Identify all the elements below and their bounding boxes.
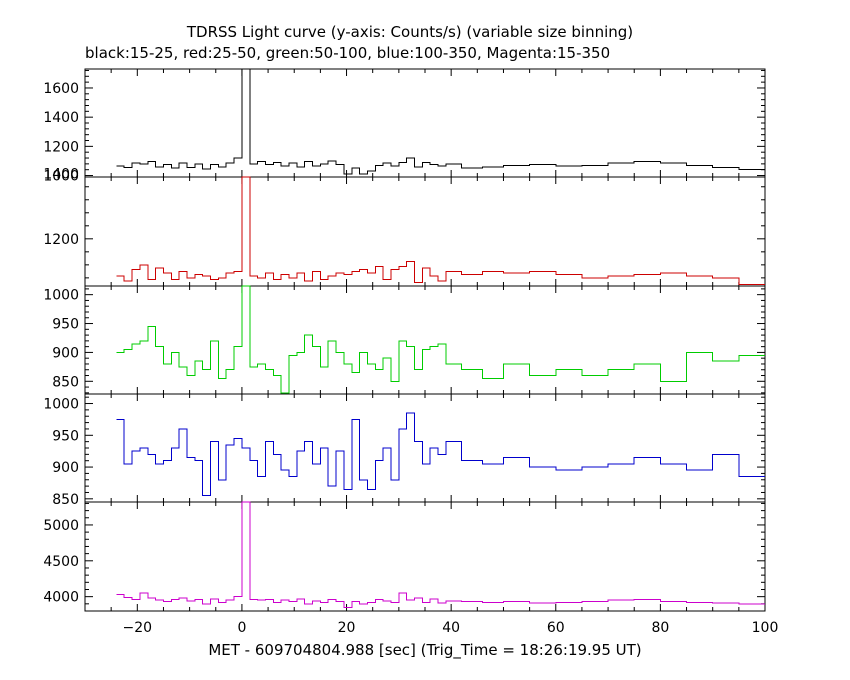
- panel-1: 1000 1200 1400 1600: [43, 68, 766, 185]
- series-curve: [116, 68, 765, 175]
- series-curve: [116, 285, 765, 394]
- x-tick-label: −20: [123, 620, 153, 636]
- y-tick-label: 950: [52, 428, 79, 444]
- y-tick-label: 1000: [43, 169, 79, 185]
- y-tick-label: 850: [52, 374, 79, 390]
- panel-frame: [84, 176, 766, 287]
- panel-frame: [84, 68, 766, 178]
- y-tick-label: 900: [52, 345, 79, 361]
- chart-title: TDRSS Light curve (y-axis: Counts/s) (va…: [186, 23, 633, 41]
- y-tick-label: 950: [52, 317, 79, 333]
- y-tick-label: 900: [52, 460, 79, 476]
- x-tick-label: 80: [651, 620, 669, 636]
- x-tick-label: 0: [237, 620, 246, 636]
- y-tick-label: 1000: [43, 288, 79, 304]
- x-tick-label: 40: [442, 620, 460, 636]
- y-tick-label: 850: [52, 492, 79, 508]
- series-curve: [116, 501, 765, 608]
- series-curve: [116, 176, 765, 285]
- panel-4: 850 900 950 1000: [43, 393, 766, 508]
- series-curve: [116, 412, 765, 497]
- x-tick-labels: −20 0 20 40 60 80 100: [123, 620, 779, 636]
- y-tick-label: 1400: [43, 167, 79, 183]
- panel-3: 850 900 950 1000: [43, 285, 766, 395]
- x-tick-label: 60: [547, 620, 565, 636]
- y-tick-label: 1600: [43, 81, 79, 97]
- y-tick-label: 4500: [43, 554, 79, 570]
- y-tick-label: 5000: [43, 518, 79, 534]
- panels: 1000120014001600120014008509009501000850…: [43, 68, 766, 612]
- chart-subtitle: black:15-25, red:25-50, green:50-100, bl…: [85, 44, 610, 62]
- y-tick-label: 1200: [43, 232, 79, 248]
- y-tick-label: 1400: [43, 110, 79, 126]
- y-tick-label: 1000: [43, 397, 79, 413]
- y-tick-label: 4000: [43, 590, 79, 606]
- panel-frame: [84, 501, 766, 612]
- panel-frame: [84, 285, 766, 395]
- x-tick-label: 20: [338, 620, 356, 636]
- panel-2: 1200 1400: [43, 167, 766, 287]
- y-tick-label: 1200: [43, 139, 79, 155]
- panel-5: 4000 4500 5000: [43, 501, 766, 612]
- x-axis-label: MET - 609704804.988 [sec] (Trig_Time = 1…: [208, 641, 641, 660]
- x-tick-label: 100: [752, 620, 779, 636]
